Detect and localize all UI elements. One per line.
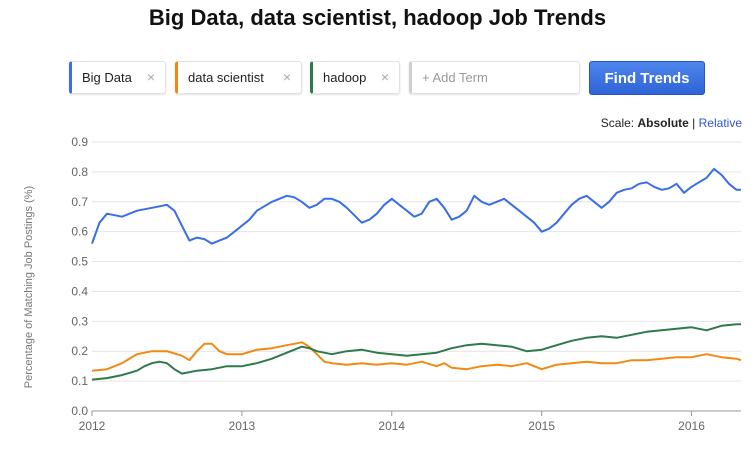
chart-series	[91, 167, 742, 381]
y-tick-label: 0.1	[71, 374, 88, 388]
scale-relative-link[interactable]: Relative	[698, 116, 742, 130]
y-tick-label: 0.3	[71, 314, 88, 328]
remove-term-icon[interactable]: ×	[282, 69, 291, 85]
x-tick-label: 2013	[229, 419, 256, 433]
term-label: Big Data	[82, 70, 132, 85]
term-chip-hadoop[interactable]: hadoop ×	[310, 61, 400, 94]
y-tick-label: 0.9	[71, 135, 88, 149]
y-axis-ticks: 0.0 0.1 0.2 0.3 0.4 0.5 0.6 0.7 0.8 0.9	[71, 135, 88, 418]
scale-selector: Scale: Absolute | Relative	[601, 116, 742, 130]
term-label: data scientist	[188, 70, 264, 85]
chart-grid	[92, 141, 741, 412]
trend-chart: 0.00.10.20.30.40.50.60.70.80.9 2012 2013 2…	[23, 135, 742, 433]
remove-term-icon[interactable]: ×	[146, 69, 155, 85]
y-tick-label: 0.8	[71, 165, 88, 179]
series-line-data-scientist[interactable]	[91, 341, 742, 372]
x-tick-label: 2012	[79, 419, 106, 433]
y-tick-label: 0.6	[71, 225, 88, 239]
page-title: Big Data, data scientist, hadoop Job Tre…	[148, 5, 607, 30]
y-tick-label: 0.0	[71, 404, 88, 418]
x-tick-label: 2014	[378, 419, 405, 433]
scale-absolute[interactable]: Absolute	[637, 116, 689, 130]
remove-term-icon[interactable]: ×	[380, 69, 389, 85]
x-axis-ticks: 2012 2013 2014 2015 2016	[79, 411, 705, 433]
y-tick-label: 0.2	[71, 344, 88, 358]
term-chip-data-scientist[interactable]: data scientist ×	[175, 61, 302, 94]
y-tick-label: 0.7	[71, 195, 88, 209]
y-tick-label: 0.5	[71, 255, 88, 269]
series-line-big-data[interactable]	[91, 167, 741, 245]
add-term-placeholder: + Add Term	[422, 70, 488, 85]
term-chip-big-data[interactable]: Big Data ×	[69, 61, 166, 94]
y-axis-label: Percentage of Matching Job Postings (%)	[23, 186, 35, 388]
add-term-input[interactable]: + Add Term	[409, 61, 580, 94]
scale-label: Scale:	[600, 116, 635, 130]
term-label: hadoop	[323, 70, 367, 85]
series-line-hadoop[interactable]	[91, 323, 741, 381]
x-tick-label: 2016	[678, 419, 705, 433]
x-tick-label: 2015	[528, 419, 555, 433]
find-trends-button[interactable]: Find Trends	[589, 61, 705, 95]
scale-separator: |	[692, 116, 696, 130]
y-tick-label: 0.4	[71, 284, 88, 298]
